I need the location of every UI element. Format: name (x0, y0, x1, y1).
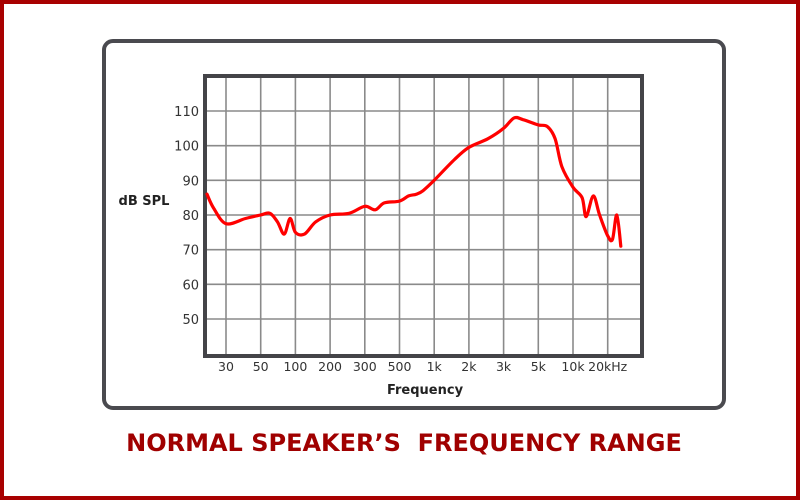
y-tick-label: 100 (174, 140, 199, 155)
x-tick-label: 2k (461, 359, 477, 374)
y-tick-label: 60 (182, 278, 199, 293)
y-tick-label: 50 (182, 313, 199, 328)
x-tick-label: 10k (561, 359, 585, 374)
plot-frame (203, 74, 644, 358)
chart-grid (205, 76, 642, 356)
x-tick-label: 50 (253, 359, 269, 374)
x-tick-label: 3k (496, 359, 512, 374)
x-axis-ticks: 30 50 100 200 300 500 1k 2k 3k 5k 10k 20kHz (218, 359, 628, 374)
y-axis-label: dB SPL (119, 194, 170, 209)
chart-title: NORMAL SPEAKER’S FREQUENCY RANGE (126, 429, 682, 457)
y-tick-label: 70 (182, 244, 199, 259)
y-tick-label: 80 (182, 209, 199, 224)
x-tick-label: 300 (353, 359, 377, 374)
x-tick-label: 100 (283, 359, 307, 374)
x-tick-label: 1k (427, 359, 443, 374)
x-tick-label: 30 (218, 359, 234, 374)
y-tick-label: 90 (182, 174, 199, 189)
frequency-response-chart: 110 100 90 80 70 60 50 30 50 100 200 300 500 1k 2k 3k 5… (119, 74, 644, 398)
frequency-response-curve (205, 115, 623, 248)
x-tick-label: 500 (388, 359, 412, 374)
x-tick-label: 200 (318, 359, 342, 374)
x-axis-label: Frequency (387, 383, 464, 398)
y-axis-ticks: 110 100 90 80 70 60 50 (174, 105, 199, 328)
x-tick-label: 5k (531, 359, 547, 374)
y-tick-label: 110 (174, 105, 199, 120)
x-tick-label: 20kHz (588, 359, 628, 374)
